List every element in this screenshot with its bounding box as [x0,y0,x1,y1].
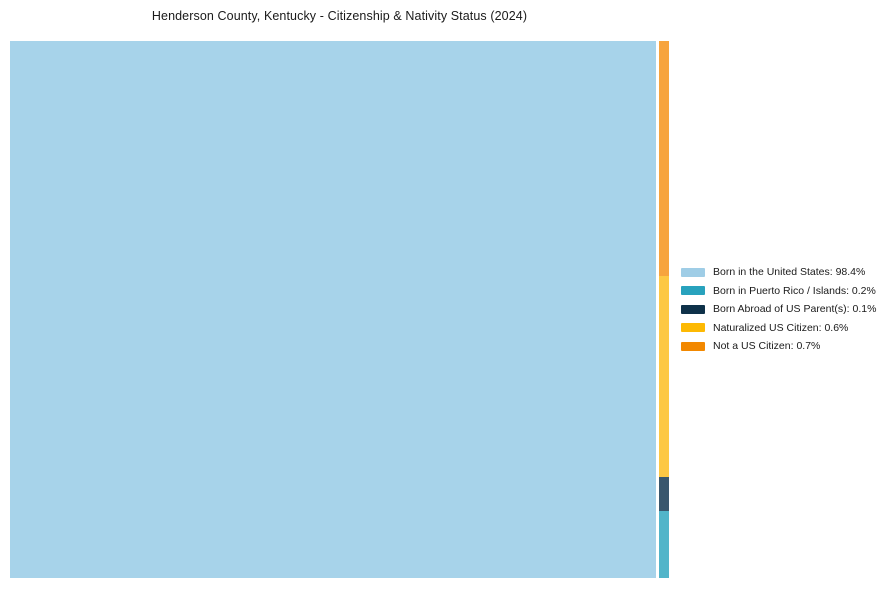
chart-title: Henderson County, Kentucky - Citizenship… [151,9,528,23]
legend-swatch-born-abroad-of-us-parents [681,304,705,314]
legend-label-born-abroad-of-us-parents: Born Abroad of US Parent(s): 0.1% [713,303,877,316]
legend-row-born-abroad-of-us-parents: Born Abroad of US Parent(s): 0.1% [681,300,876,319]
legend-label-born-in-puerto-rico-islands: Born in Puerto Rico / Islands: 0.2% [713,284,876,297]
treemap-side-strip [658,41,669,578]
treemap-rect-not-a-us-citizen [658,41,669,276]
legend-swatch-born-in-united-states [681,267,705,277]
legend-swatch-not-a-us-citizen [681,341,705,351]
legend-label-not-a-us-citizen: Not a US Citizen: 0.7% [713,340,821,353]
treemap-rect-born-abroad-of-us-parents [658,477,669,511]
treemap-rect-born-in-united-states [10,41,656,578]
legend: Born in the United States: 98.4% Born in… [681,263,876,356]
legend-swatch-born-in-puerto-rico-islands [681,286,705,296]
legend-label-born-in-united-states: Born in the United States: 98.4% [713,266,866,279]
legend-row-born-in-puerto-rico-islands: Born in Puerto Rico / Islands: 0.2% [681,282,876,301]
legend-row-born-in-united-states: Born in the United States: 98.4% [681,263,876,282]
legend-row-not-a-us-citizen: Not a US Citizen: 0.7% [681,337,876,356]
legend-row-naturalized-us-citizen: Naturalized US Citizen: 0.6% [681,319,876,338]
legend-label-naturalized-us-citizen: Naturalized US Citizen: 0.6% [713,321,849,334]
treemap-rect-naturalized-us-citizen [658,275,669,478]
legend-swatch-naturalized-us-citizen [681,323,705,333]
treemap-chart [10,41,669,578]
treemap-rect-born-in-puerto-rico-islands [658,510,669,578]
